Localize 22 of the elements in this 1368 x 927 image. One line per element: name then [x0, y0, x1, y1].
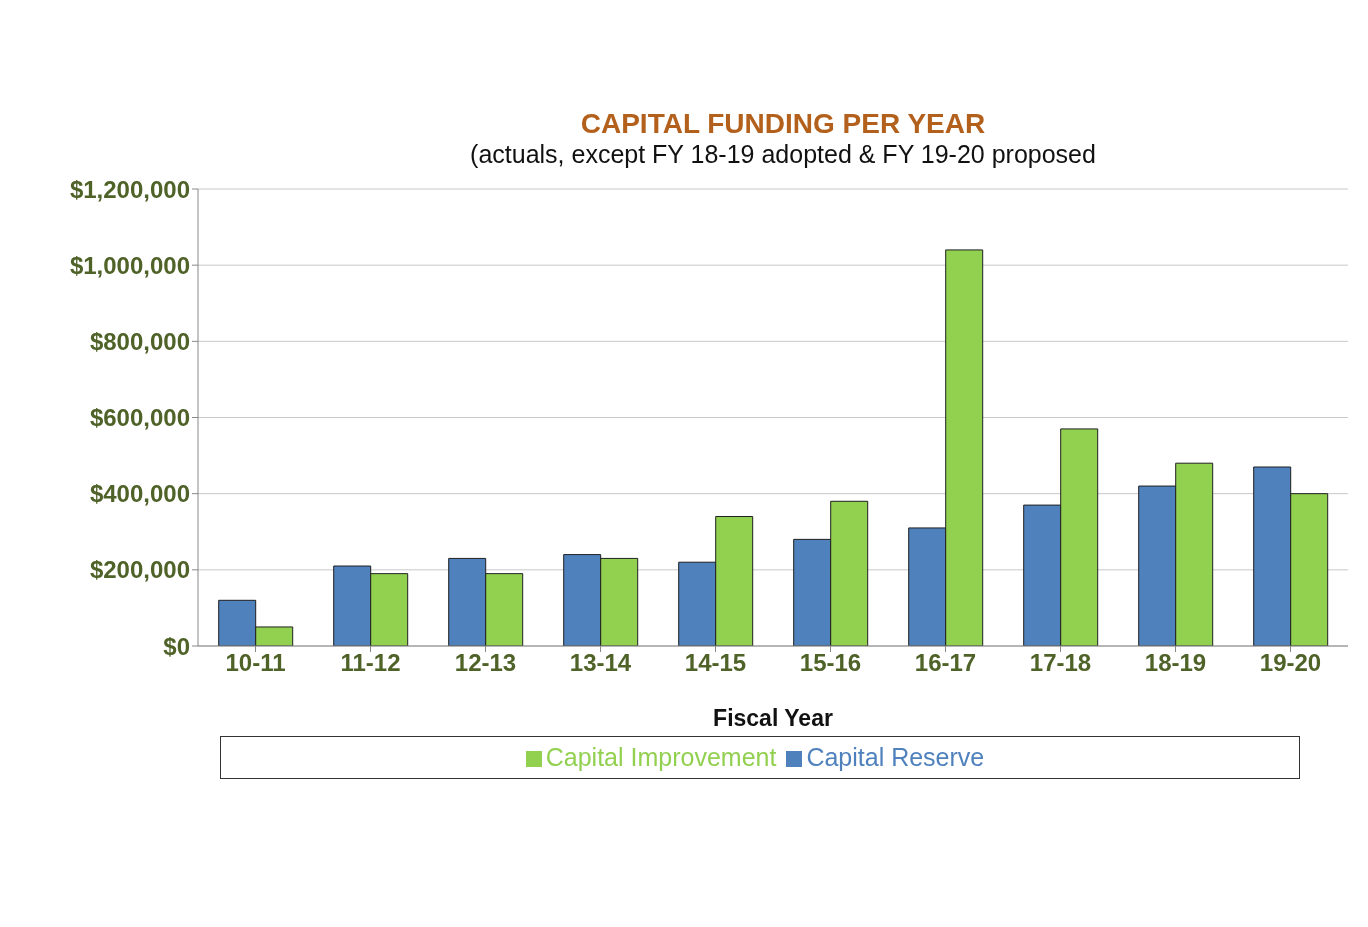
x-tick-label: 13-14 [569, 649, 632, 677]
y-tick-label: $1,200,000 [69, 175, 190, 203]
x-tick-label: 16-17 [914, 649, 977, 677]
legend-label: Capital Improvement [545, 743, 777, 771]
y-tick-label: $0 [163, 632, 190, 660]
y-tick-label: $800,000 [89, 327, 190, 355]
x-tick-label: 11-12 [340, 649, 401, 677]
y-tick-label: $600,000 [89, 404, 190, 432]
x-tick-label: 18-19 [1144, 649, 1207, 677]
chart-subtitle: (actuals, except FY 18-19 adopted & FY 19-20 proposed [469, 140, 1097, 169]
x-tick-label: 19-20 [1259, 649, 1322, 677]
x-tick-label: 12-13 [454, 649, 517, 677]
chart-title: CAPITAL FUNDING PER YEAR [579, 108, 987, 140]
x-tick-label: 17-18 [1029, 649, 1092, 677]
y-tick-label: $200,000 [89, 556, 190, 584]
x-tick-label: 10-11 [225, 649, 286, 677]
y-tick-label: $1,000,000 [69, 251, 190, 279]
y-tick-label: $400,000 [89, 480, 190, 508]
x-tick-label: 14-15 [684, 649, 747, 677]
x-tick-label: 15-16 [799, 649, 862, 677]
legend-label: Capital Reserve [806, 743, 985, 771]
x-axis-title: Fiscal Year [713, 705, 833, 731]
